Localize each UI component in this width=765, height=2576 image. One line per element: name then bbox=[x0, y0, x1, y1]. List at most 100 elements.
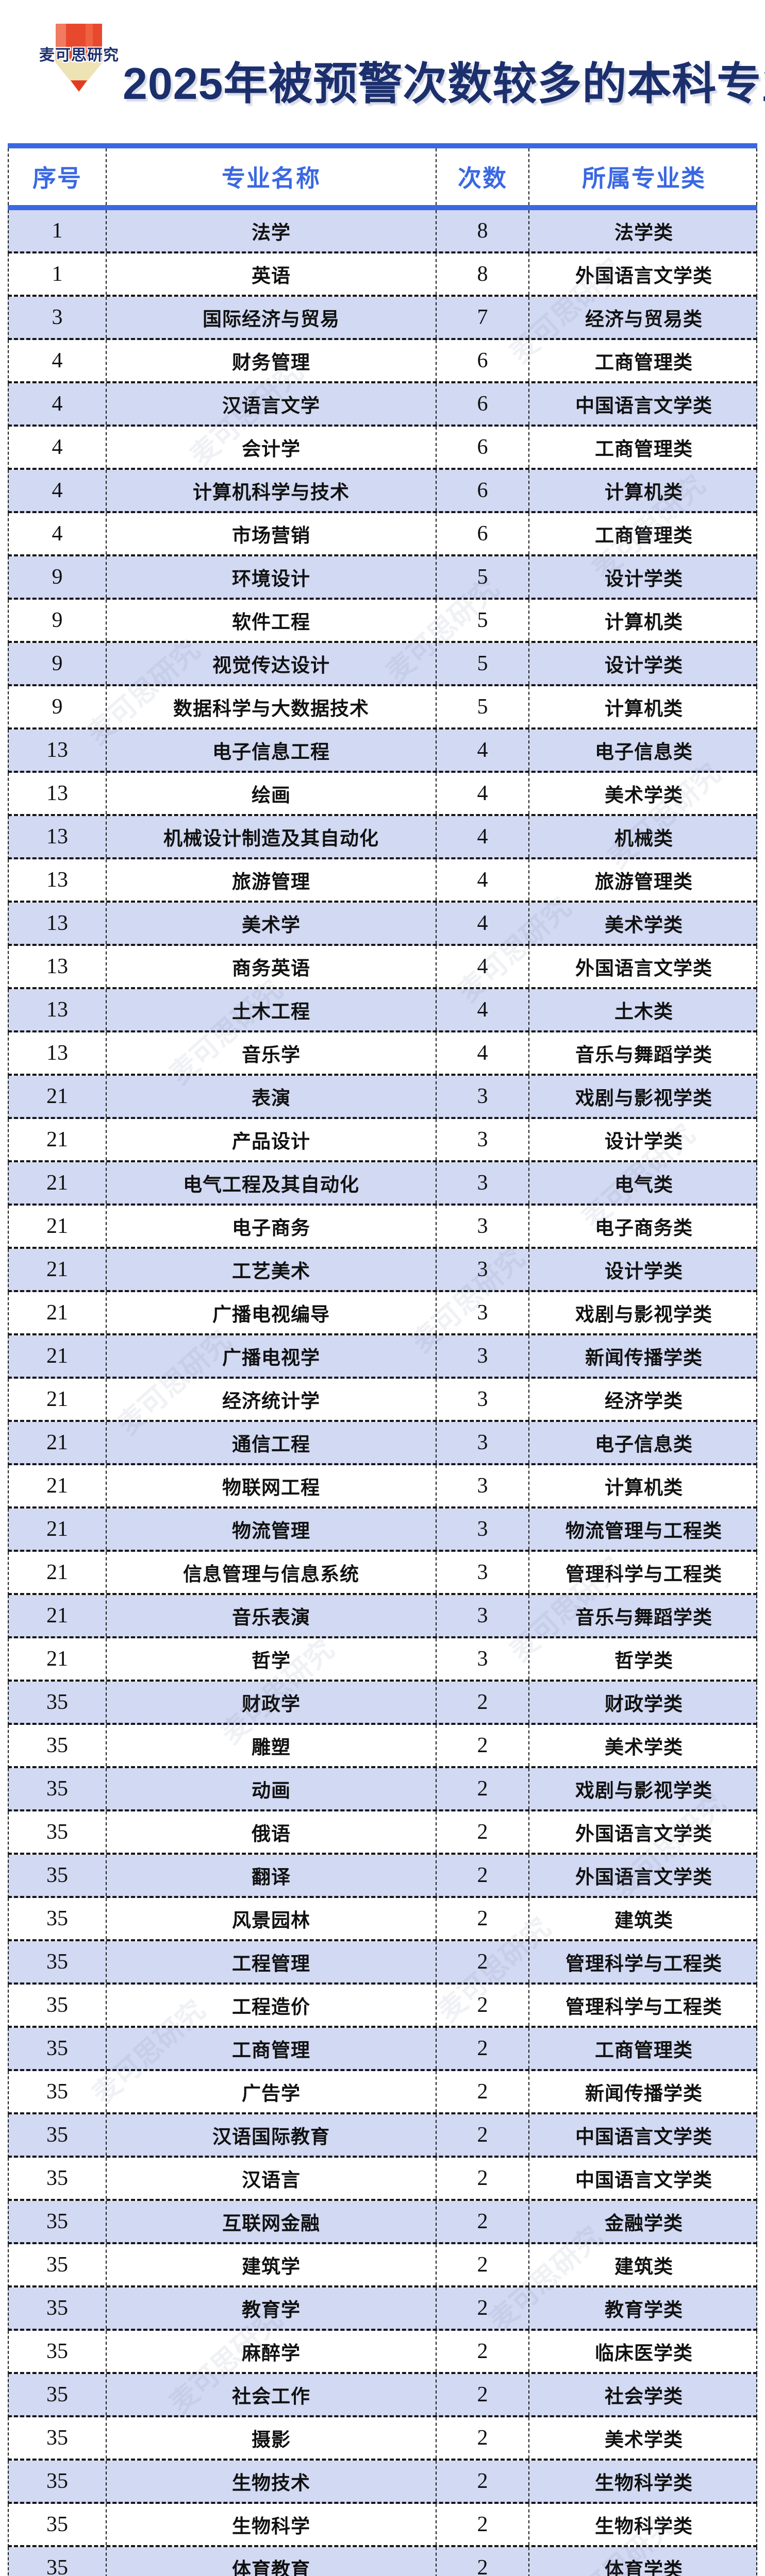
table-row: 35 建筑学 2 建筑类 bbox=[8, 2244, 757, 2287]
major-cell: 动画 bbox=[107, 1768, 437, 1809]
count-cell: 2 bbox=[437, 1898, 529, 1939]
count-cell: 4 bbox=[437, 773, 529, 814]
count-cell: 2 bbox=[437, 1855, 529, 1896]
major-cell: 广播电视学 bbox=[107, 1335, 437, 1377]
major-cell: 俄语 bbox=[107, 1811, 437, 1853]
major-cell: 产品设计 bbox=[107, 1119, 437, 1160]
rank-cell: 21 bbox=[9, 1638, 107, 1680]
major-cell: 哲学 bbox=[107, 1638, 437, 1680]
count-cell: 7 bbox=[437, 297, 529, 338]
rank-cell: 13 bbox=[9, 1032, 107, 1074]
count-cell: 2 bbox=[437, 2028, 529, 2069]
category-cell: 法学类 bbox=[614, 222, 673, 243]
rank-cell: 35 bbox=[9, 1898, 107, 1939]
major-cell: 物联网工程 bbox=[107, 1465, 437, 1506]
category-cell: 戏剧与影视学类 bbox=[575, 1780, 712, 1801]
major-cell: 电气工程及其自动化 bbox=[107, 1162, 437, 1204]
major-cell: 建筑学 bbox=[107, 2244, 437, 2285]
count-cell: 2 bbox=[437, 1985, 529, 2026]
major-cell: 生物技术 bbox=[107, 2461, 437, 2502]
category-cell: 机械类 bbox=[614, 828, 673, 849]
table-row: 35 翻译 2 外国语言文学类 bbox=[8, 1855, 757, 1898]
rank-cell: 21 bbox=[9, 1335, 107, 1377]
major-cell: 物流管理 bbox=[107, 1509, 437, 1550]
count-cell: 3 bbox=[437, 1465, 529, 1506]
major-cell: 市场营销 bbox=[107, 513, 437, 554]
count-cell: 3 bbox=[437, 1249, 529, 1290]
category-cell: 计算机类 bbox=[605, 698, 683, 719]
category-cell: 计算机类 bbox=[605, 482, 683, 503]
count-cell: 3 bbox=[437, 1292, 529, 1333]
rank-cell: 35 bbox=[9, 2114, 107, 2156]
rank-cell: 21 bbox=[9, 1162, 107, 1204]
category-cell: 生物科学类 bbox=[595, 2516, 693, 2537]
count-cell: 3 bbox=[437, 1206, 529, 1247]
major-cell: 软件工程 bbox=[107, 600, 437, 641]
category-cell: 电子信息类 bbox=[595, 741, 693, 762]
rank-cell: 9 bbox=[9, 686, 107, 727]
count-cell: 2 bbox=[437, 2547, 529, 2576]
rank-cell: 13 bbox=[9, 946, 107, 987]
rank-cell: 1 bbox=[9, 253, 107, 295]
rank-cell: 3 bbox=[9, 297, 107, 338]
count-cell: 2 bbox=[437, 2331, 529, 2372]
category-cell: 工商管理类 bbox=[595, 438, 693, 460]
rank-cell: 35 bbox=[9, 2201, 107, 2242]
major-cell: 财政学 bbox=[107, 1682, 437, 1723]
count-cell: 2 bbox=[437, 2158, 529, 2199]
count-cell: 2 bbox=[437, 1682, 529, 1723]
rank-cell: 21 bbox=[9, 1292, 107, 1333]
rank-cell: 35 bbox=[9, 2504, 107, 2545]
count-cell: 4 bbox=[437, 1032, 529, 1074]
category-cell: 土木类 bbox=[614, 1001, 673, 1022]
table-row: 21 广播电视学 3 新闻传播学类 bbox=[8, 1335, 757, 1379]
count-cell: 2 bbox=[437, 2114, 529, 2156]
major-cell: 音乐表演 bbox=[107, 1595, 437, 1636]
major-cell: 财务管理 bbox=[107, 340, 437, 381]
major-cell: 广播电视编导 bbox=[107, 1292, 437, 1333]
table-row: 35 汉语言 2 中国语言文学类 bbox=[8, 2158, 757, 2201]
table-row: 35 动画 2 戏剧与影视学类 bbox=[8, 1768, 757, 1811]
table-row: 4 会计学 6 工商管理类 bbox=[8, 427, 757, 470]
count-cell: 3 bbox=[437, 1509, 529, 1550]
table-row: 9 数据科学与大数据技术 5 计算机类 bbox=[8, 686, 757, 730]
count-cell: 6 bbox=[437, 383, 529, 425]
table-row: 35 风景园林 2 建筑类 bbox=[8, 1898, 757, 1941]
table-row: 35 社会工作 2 社会学类 bbox=[8, 2374, 757, 2417]
rank-cell: 35 bbox=[9, 2374, 107, 2415]
count-cell: 2 bbox=[437, 1941, 529, 1982]
count-cell: 2 bbox=[437, 2201, 529, 2242]
category-cell: 外国语言文学类 bbox=[575, 958, 712, 979]
count-cell: 2 bbox=[437, 2071, 529, 2112]
category-cell: 财政学类 bbox=[605, 1693, 683, 1715]
column-header-category: 所属专业类 bbox=[582, 165, 706, 192]
table-row: 21 产品设计 3 设计学类 bbox=[8, 1119, 757, 1162]
table-row: 35 工程造价 2 管理科学与工程类 bbox=[8, 1985, 757, 2028]
category-cell: 中国语言文学类 bbox=[575, 2170, 712, 2191]
rank-cell: 21 bbox=[9, 1552, 107, 1593]
table-row: 21 信息管理与信息系统 3 管理科学与工程类 bbox=[8, 1552, 757, 1595]
column-header-rank: 序号 bbox=[9, 148, 107, 205]
major-cell: 工程造价 bbox=[107, 1985, 437, 2026]
count-cell: 8 bbox=[437, 253, 529, 295]
table-row: 35 工商管理 2 工商管理类 bbox=[8, 2028, 757, 2071]
table-row: 35 汉语国际教育 2 中国语言文学类 bbox=[8, 2114, 757, 2158]
category-cell: 旅游管理类 bbox=[595, 871, 693, 892]
category-cell: 外国语言文学类 bbox=[575, 265, 712, 286]
category-cell: 外国语言文学类 bbox=[575, 1823, 712, 1844]
rank-cell: 4 bbox=[9, 513, 107, 554]
category-cell: 新闻传播学类 bbox=[585, 2083, 703, 2104]
rank-cell: 35 bbox=[9, 2158, 107, 2199]
major-cell: 工程管理 bbox=[107, 1941, 437, 1982]
major-cell: 互联网金融 bbox=[107, 2201, 437, 2242]
category-cell: 中国语言文学类 bbox=[575, 2126, 712, 2147]
rank-cell: 4 bbox=[9, 340, 107, 381]
count-cell: 2 bbox=[437, 1811, 529, 1853]
count-cell: 5 bbox=[437, 600, 529, 641]
rank-cell: 9 bbox=[9, 600, 107, 641]
table-row: 21 电气工程及其自动化 3 电气类 bbox=[8, 1162, 757, 1206]
category-cell: 管理科学与工程类 bbox=[566, 1953, 722, 1974]
category-cell: 社会学类 bbox=[605, 2386, 683, 2407]
rank-cell: 13 bbox=[9, 989, 107, 1030]
